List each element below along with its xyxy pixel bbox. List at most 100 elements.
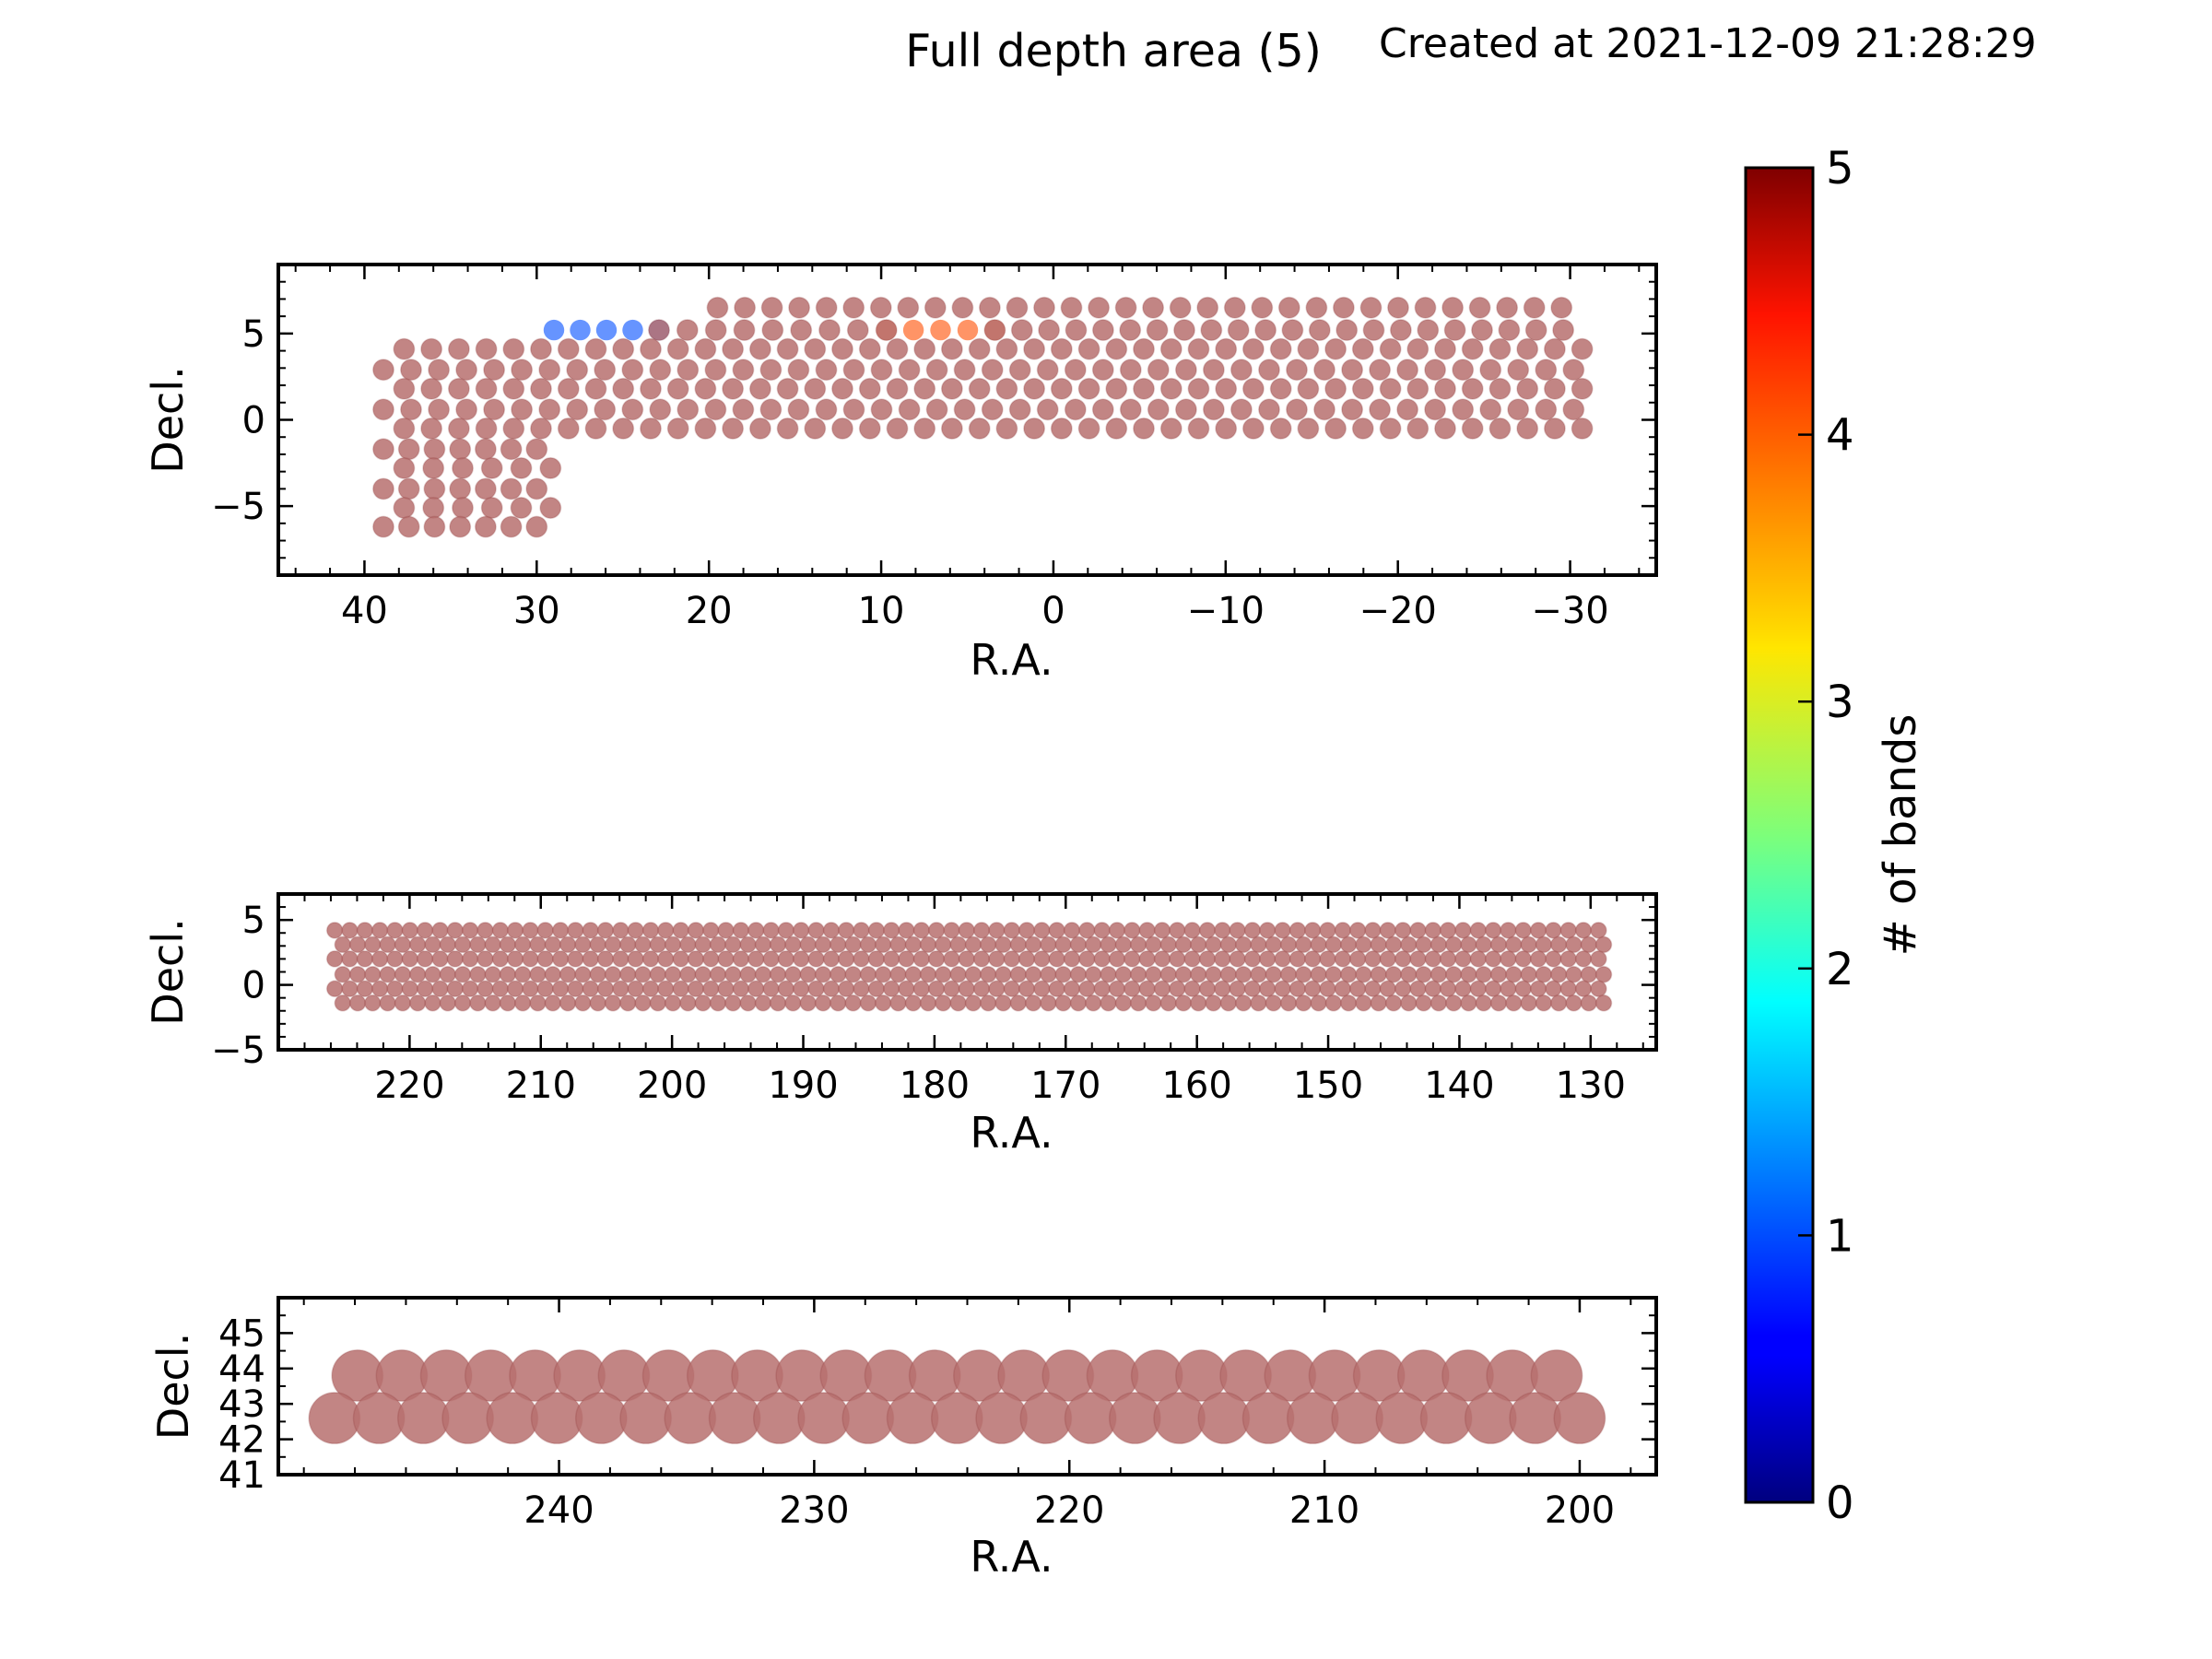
pointing-marker <box>1375 1392 1429 1445</box>
pointing-marker <box>1489 994 1508 1012</box>
pointing-marker <box>822 980 841 998</box>
pointing-marker <box>1138 922 1156 939</box>
pointing-marker <box>935 994 952 1012</box>
pointing-marker <box>1069 935 1088 954</box>
pointing-marker <box>842 398 865 421</box>
pointing-marker <box>1471 319 1493 342</box>
pointing-marker <box>634 994 652 1012</box>
pointing-marker <box>1174 935 1193 954</box>
pointing-marker <box>341 950 359 968</box>
pointing-marker <box>1489 966 1508 983</box>
pointing-marker <box>657 980 675 998</box>
pointing-marker <box>1036 398 1059 421</box>
pointing-marker <box>1063 980 1081 998</box>
pointing-marker <box>453 994 472 1012</box>
pointing-marker <box>889 994 907 1012</box>
pointing-marker <box>1514 950 1532 968</box>
pointing-marker <box>1529 922 1547 939</box>
pointing-marker <box>641 980 660 998</box>
y-axis-label: Decl. <box>143 366 193 473</box>
pointing-marker <box>447 337 470 360</box>
pointing-marker <box>1364 980 1382 998</box>
colorbar-label: # of bands <box>1875 714 1926 957</box>
pointing-marker <box>995 337 1018 360</box>
pointing-marker <box>439 994 457 1012</box>
pointing-marker <box>1334 950 1352 968</box>
pointing-marker <box>1594 994 1613 1012</box>
pointing-marker <box>940 337 963 360</box>
pointing-marker <box>529 994 547 1012</box>
pointing-marker <box>1339 994 1358 1012</box>
pointing-marker <box>1187 377 1210 400</box>
pointing-marker <box>1394 950 1412 968</box>
pointing-marker <box>424 994 441 1012</box>
pointing-marker <box>1369 359 1392 382</box>
pointing-marker <box>717 980 735 998</box>
x-tick-label: 140 <box>1424 1065 1494 1107</box>
pointing-marker <box>886 377 909 400</box>
pointing-marker <box>1409 950 1427 968</box>
pointing-marker <box>484 994 501 1012</box>
pointing-marker <box>913 337 936 360</box>
pointing-marker <box>975 1392 1029 1445</box>
pointing-marker <box>1214 922 1231 939</box>
pointing-marker <box>1153 922 1171 939</box>
pointing-marker <box>551 922 570 939</box>
pointing-marker <box>1033 296 1055 319</box>
pointing-marker <box>815 296 838 319</box>
pointing-marker <box>664 935 682 954</box>
pointing-marker <box>1008 359 1031 382</box>
pointing-marker <box>889 935 907 954</box>
pointing-marker <box>372 398 394 421</box>
pointing-marker <box>1295 966 1312 983</box>
pointing-marker <box>1277 296 1300 319</box>
pointing-marker <box>1498 319 1521 342</box>
pointing-marker <box>1093 922 1111 939</box>
pointing-marker <box>551 980 570 998</box>
pointing-marker <box>1379 980 1397 998</box>
pointing-marker <box>930 1392 983 1445</box>
pointing-marker <box>594 398 617 421</box>
pointing-marker <box>469 935 487 954</box>
pointing-marker <box>334 935 352 954</box>
pointing-marker <box>1394 922 1412 939</box>
pointing-marker <box>423 515 446 538</box>
pointing-marker <box>788 296 811 319</box>
pointing-marker <box>762 950 780 968</box>
pointing-marker <box>1243 980 1262 998</box>
pointing-marker <box>1424 980 1442 998</box>
pointing-marker <box>1229 950 1246 968</box>
pointing-marker <box>754 966 772 983</box>
pointing-marker <box>902 319 924 341</box>
pointing-marker <box>869 296 892 319</box>
pointing-marker <box>1108 950 1126 968</box>
pointing-marker <box>666 337 689 360</box>
pointing-marker <box>538 398 561 421</box>
pointing-marker <box>1023 377 1046 400</box>
pointing-marker <box>511 398 534 421</box>
pointing-marker <box>994 966 1012 983</box>
pointing-marker <box>1500 922 1517 939</box>
pointing-marker <box>889 966 907 983</box>
pointing-marker <box>953 398 976 421</box>
x-tick-label: 240 <box>524 1489 594 1532</box>
pointing-marker <box>1509 1392 1562 1445</box>
pointing-marker <box>702 950 720 968</box>
pointing-marker <box>530 417 552 440</box>
pointing-marker <box>557 337 580 360</box>
pointing-marker <box>446 950 465 968</box>
pointing-marker <box>1215 417 1238 440</box>
pointing-marker <box>958 922 976 939</box>
pointing-marker <box>641 922 660 939</box>
pointing-marker <box>1119 398 1142 421</box>
pointing-marker <box>694 377 717 400</box>
pointing-marker <box>513 994 532 1012</box>
pointing-marker <box>474 515 497 538</box>
pointing-marker <box>957 319 979 341</box>
pointing-marker <box>1009 935 1028 954</box>
pointing-marker <box>898 398 921 421</box>
pointing-marker <box>584 377 607 400</box>
pointing-marker <box>1286 1392 1339 1445</box>
pointing-marker <box>1384 994 1403 1012</box>
pointing-marker <box>1050 337 1073 360</box>
